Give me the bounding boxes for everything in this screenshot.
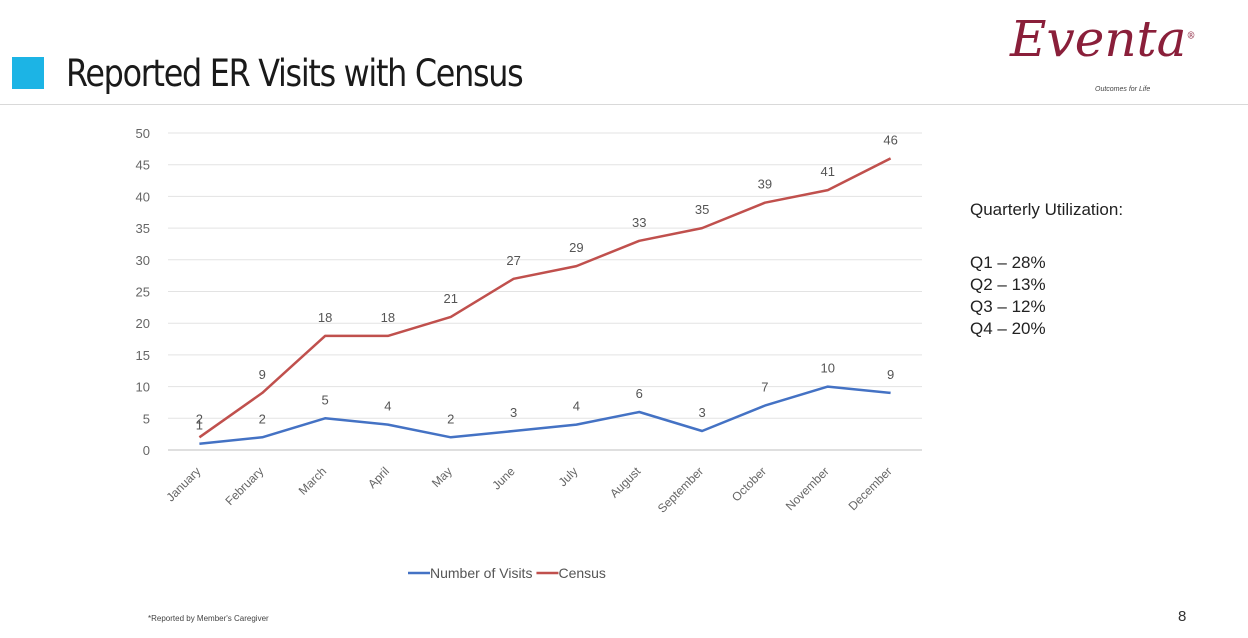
x-tick-label: April xyxy=(365,464,392,491)
chart-legend: Number of Visits Census xyxy=(408,565,606,581)
header-divider xyxy=(0,104,1248,105)
x-tick-label: June xyxy=(489,464,518,493)
data-label: 21 xyxy=(444,291,458,306)
company-logo: Eventa® Outcomes for Life xyxy=(1000,4,1215,122)
y-tick-label: 0 xyxy=(143,443,150,458)
page-title: Reported ER Visits with Census xyxy=(66,52,524,95)
data-label: 27 xyxy=(506,253,520,268)
registered-mark: ® xyxy=(1186,31,1196,42)
x-tick-label: August xyxy=(607,464,644,501)
data-label: 18 xyxy=(381,310,395,325)
x-tick-label: November xyxy=(783,464,832,513)
data-label: 46 xyxy=(883,132,897,147)
data-label: 2 xyxy=(259,411,266,426)
y-axis-ticks: 0 5 10 15 20 25 30 35 40 45 50 xyxy=(136,126,150,458)
y-tick-label: 45 xyxy=(136,158,150,173)
footnote: *Reported by Member's Caregiver xyxy=(148,614,269,623)
y-tick-label: 50 xyxy=(136,126,150,141)
quarter-2-utilization: Q2 – 13% xyxy=(970,275,1046,294)
logo-wordmark: Eventa® xyxy=(1010,10,1196,68)
data-label: 9 xyxy=(887,367,894,382)
data-label: 4 xyxy=(573,399,580,414)
quarter-4-utilization: Q4 – 20% xyxy=(970,319,1046,338)
quarterly-utilization-list: Q1 – 28% Q2 – 13% Q3 – 12% Q4 – 20% xyxy=(970,252,1046,340)
page-number: 8 xyxy=(1178,608,1187,625)
x-tick-label: March xyxy=(296,464,329,497)
x-tick-label: July xyxy=(556,464,581,489)
title-accent-square xyxy=(12,57,44,89)
y-tick-label: 25 xyxy=(136,285,150,300)
chart-series xyxy=(198,157,892,445)
series-line xyxy=(199,385,891,445)
y-tick-label: 35 xyxy=(136,221,150,236)
data-label: 7 xyxy=(761,380,768,395)
data-label: 33 xyxy=(632,215,646,230)
data-label: 29 xyxy=(569,240,583,255)
x-tick-label: September xyxy=(655,464,706,515)
quarterly-utilization-heading: Quarterly Utilization: xyxy=(970,200,1124,219)
x-tick-label: May xyxy=(429,464,455,490)
x-tick-label: October xyxy=(729,464,769,504)
data-label: 39 xyxy=(758,177,772,192)
quarter-1-utilization: Q1 – 28% xyxy=(970,253,1046,272)
data-label: 4 xyxy=(384,399,391,414)
x-tick-label: February xyxy=(223,464,267,508)
data-label: 5 xyxy=(321,392,328,407)
data-label: 9 xyxy=(259,367,266,382)
data-label: 41 xyxy=(821,164,835,179)
data-label: 2 xyxy=(447,411,454,426)
y-tick-label: 15 xyxy=(136,348,150,363)
data-label: 3 xyxy=(510,405,517,420)
data-label: 10 xyxy=(821,361,835,376)
data-label: 35 xyxy=(695,202,709,217)
y-tick-label: 40 xyxy=(136,189,150,204)
data-label: 3 xyxy=(698,405,705,420)
logo-tagline: Outcomes for Life xyxy=(1095,86,1151,93)
data-label: 18 xyxy=(318,310,332,325)
x-tick-label: December xyxy=(846,464,895,513)
data-label: 2 xyxy=(196,411,203,426)
y-tick-label: 20 xyxy=(136,316,150,331)
x-tick-label: January xyxy=(163,464,203,504)
legend-label: Census xyxy=(558,565,605,581)
data-label: 6 xyxy=(636,386,643,401)
y-tick-label: 5 xyxy=(143,411,150,426)
series-line xyxy=(198,157,892,439)
y-tick-label: 10 xyxy=(136,380,150,395)
legend-label: Number of Visits xyxy=(430,565,532,581)
quarter-3-utilization: Q3 – 12% xyxy=(970,297,1046,316)
chart-gridlines xyxy=(168,132,922,451)
x-axis-ticks: January February March April May June July Augu… xyxy=(163,464,894,516)
data-label: 1 xyxy=(196,418,203,433)
y-tick-label: 30 xyxy=(136,253,150,268)
